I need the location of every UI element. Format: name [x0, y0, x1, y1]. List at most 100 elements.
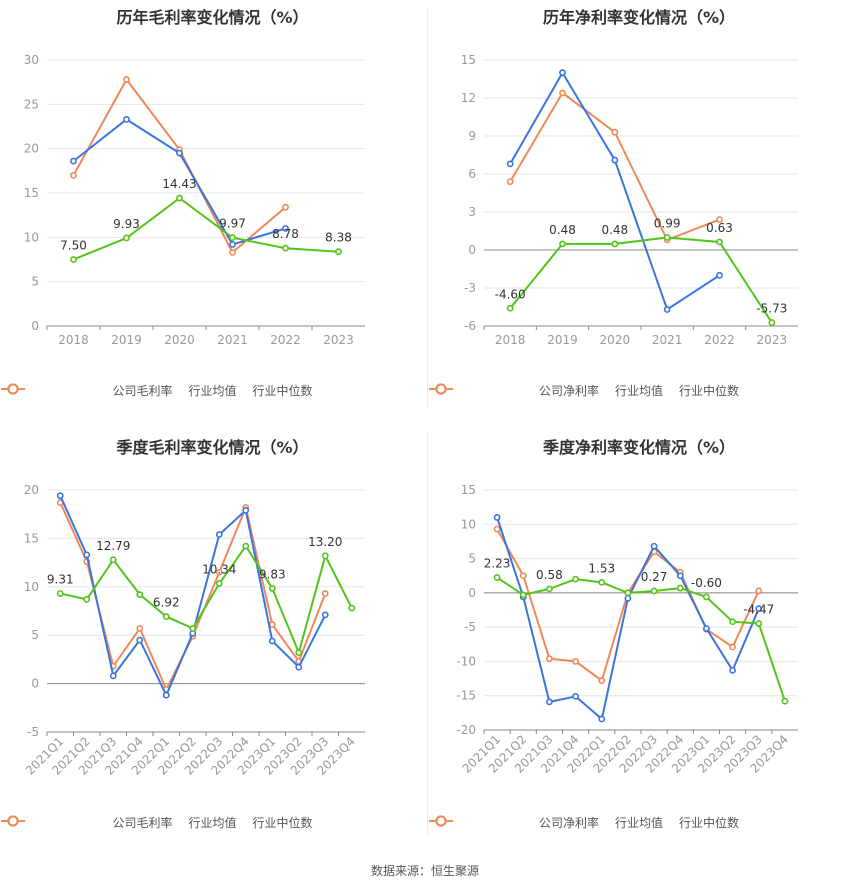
y-tick-label: 0	[468, 243, 476, 257]
data-point-company	[546, 585, 553, 593]
x-tick-label: 2019	[547, 333, 578, 347]
data-point-median	[321, 590, 329, 597]
data-point-median	[572, 658, 579, 665]
data-point-avg	[229, 241, 236, 248]
plot-area: 0 5 10 15 20 25 30 2018 2019 2020 2021 2022 2023 7.50…	[24, 53, 365, 347]
legend-item-company[interactable]: 公司净利率	[429, 382, 599, 399]
data-point-company	[295, 649, 303, 657]
legend-item-median[interactable]: 行业中位数	[1, 814, 313, 831]
data-point-avg	[676, 572, 684, 580]
data-point-company	[348, 604, 356, 612]
data-point-company	[755, 620, 763, 627]
legend-marker-icon	[429, 383, 453, 395]
data-point-median	[611, 128, 619, 136]
chart-annual-net-margin: 历年净利率变化情况（%） -6 -3 0 3 6 9 12 15 2018 2019 2020 202…	[428, 0, 850, 410]
data-label: -0.60	[691, 576, 722, 590]
x-tick-label: 2023	[323, 333, 354, 347]
data-point-avg	[663, 306, 671, 313]
data-point-avg	[321, 611, 329, 619]
data-label: 12.79	[96, 539, 130, 553]
data-point-company	[624, 589, 632, 597]
legend-item-company[interactable]: 公司毛利率	[1, 814, 172, 831]
data-point-company	[781, 697, 789, 705]
legend-label: 行业均值	[188, 816, 237, 830]
y-tick-label: 15	[461, 53, 476, 67]
y-tick-label: 6	[468, 167, 476, 181]
legend-item-company[interactable]: 公司毛利率	[1, 382, 172, 399]
data-point-company	[242, 542, 250, 550]
data-label: 14.43	[162, 177, 196, 191]
data-label: 1.53	[588, 561, 615, 575]
data-label: 0.48	[601, 223, 628, 237]
data-point-company	[650, 587, 658, 595]
chart-title: 季度净利率变化情况（%）	[542, 438, 736, 457]
legend-item-avg[interactable]: 行业均值	[1, 814, 237, 831]
data-point-company	[215, 580, 223, 587]
data-point-company	[768, 319, 776, 326]
y-tick-label: 25	[24, 97, 39, 111]
data-point-company	[676, 584, 684, 592]
legend-label: 行业中位数	[679, 816, 740, 830]
series-line-company	[509, 236, 773, 324]
data-point-avg	[162, 691, 170, 699]
legend-item-company[interactable]: 公司净利率	[429, 814, 599, 831]
data-label: 0.63	[706, 221, 733, 235]
y-tick-label: 20	[24, 142, 39, 156]
data-label: 8.78	[272, 227, 299, 241]
legend-marker-icon	[1, 383, 25, 395]
series-line-median	[496, 528, 760, 683]
x-tick-label: 2020	[600, 333, 631, 347]
data-point-avg	[136, 636, 144, 644]
y-tick-label: 0	[31, 677, 39, 691]
data-point-avg	[572, 692, 579, 700]
data-label: 0.58	[536, 568, 563, 582]
chart-title: 历年毛利率变化情况（%）	[116, 8, 309, 27]
y-tick-label: 5	[468, 552, 476, 566]
legend-item-avg[interactable]: 行业均值	[1, 382, 237, 399]
data-point-median	[70, 171, 77, 179]
series-line-avg	[509, 70, 721, 312]
legend-item-median[interactable]: 行业中位数	[429, 382, 739, 399]
data-label: 2.23	[484, 557, 511, 571]
series-line-avg	[59, 495, 327, 698]
y-tick-label: -15	[456, 689, 476, 703]
data-label: 0.48	[549, 223, 576, 237]
data-point-company	[611, 240, 619, 248]
data-point-median	[729, 643, 736, 651]
legend-label: 行业均值	[188, 384, 237, 398]
y-tick-label: 30	[24, 53, 39, 67]
data-label: 8.38	[325, 231, 352, 245]
legend-item-avg[interactable]: 行业均值	[429, 814, 663, 831]
data-point-company	[519, 591, 527, 599]
data-point-avg	[282, 225, 289, 232]
data-point-avg	[123, 116, 130, 123]
data-point-avg	[493, 514, 501, 521]
data-point-avg	[559, 69, 566, 77]
data-point-avg	[295, 663, 303, 671]
panel-divider	[427, 432, 428, 837]
legend-item-median[interactable]: 行业中位数	[1, 382, 313, 399]
data-point-avg	[624, 594, 632, 602]
y-tick-label: 0	[31, 319, 39, 333]
plot-area: -6 -3 0 3 6 9 12 15 2018 2019 2020 2021 2022 2023 -4.6…	[461, 53, 798, 347]
data-point-avg	[109, 672, 117, 680]
data-point-company	[123, 234, 130, 242]
data-point-company	[176, 194, 183, 202]
data-point-median	[755, 587, 763, 595]
legend-item-avg[interactable]: 行业均值	[429, 382, 663, 399]
data-point-company	[83, 595, 91, 603]
x-tick-label: 2021	[652, 333, 683, 347]
data-label: 10.34	[202, 563, 236, 577]
data-point-company	[136, 591, 144, 598]
data-label: 13.20	[308, 535, 342, 549]
y-tick-label: 15	[461, 483, 476, 497]
data-point-avg	[716, 271, 723, 279]
data-label: 0.99	[654, 216, 681, 230]
data-point-avg	[729, 666, 736, 674]
y-tick-label: -10	[456, 654, 476, 668]
data-point-median	[215, 568, 223, 576]
chart-title: 季度毛利率变化情况（%）	[116, 438, 309, 457]
data-point-avg	[176, 149, 183, 157]
legend-item-median[interactable]: 行业中位数	[429, 814, 740, 831]
legend: 公司净利率 行业均值 行业中位数	[428, 382, 850, 399]
